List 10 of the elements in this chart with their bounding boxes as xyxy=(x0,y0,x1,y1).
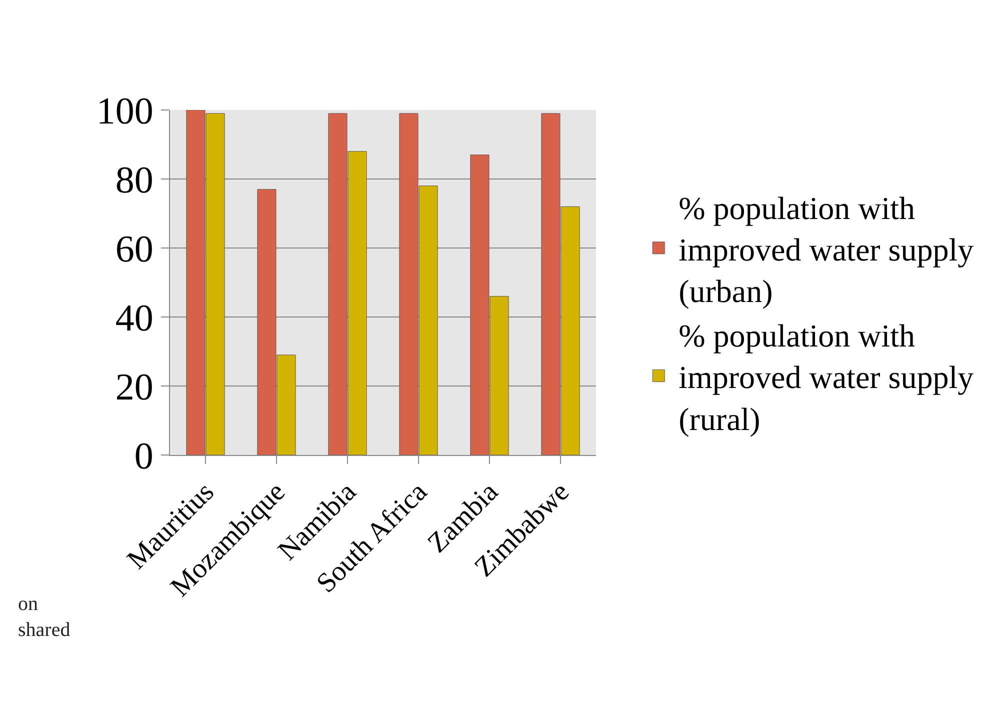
y-tick-label: 80 xyxy=(115,159,154,202)
text: shared xyxy=(18,619,70,641)
text: on xyxy=(18,593,38,615)
y-tick-label: 100 xyxy=(96,90,154,132)
y-tick-label: 0 xyxy=(134,435,154,478)
y-tick-label: 20 xyxy=(115,366,154,408)
legend-label: % population with improved water supply (rural) xyxy=(678,318,974,437)
y-tick-label: 40 xyxy=(115,297,154,340)
legend-label: % population with improved water supply (urban) xyxy=(678,190,974,309)
y-tick-label: 60 xyxy=(115,228,154,270)
